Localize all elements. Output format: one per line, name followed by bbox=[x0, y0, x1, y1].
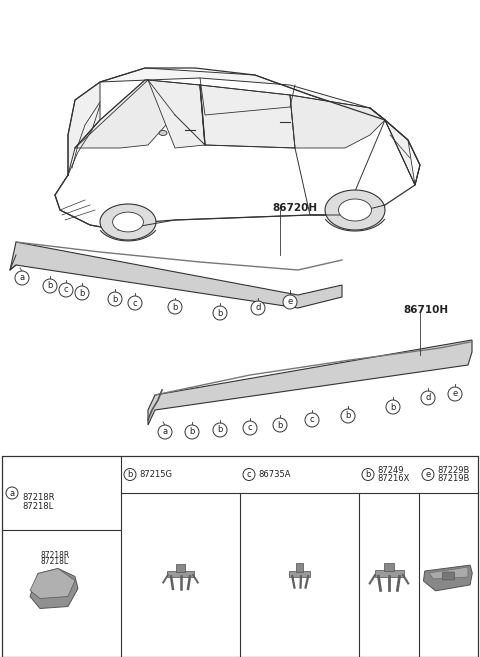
Text: 86720H: 86720H bbox=[272, 203, 317, 213]
Circle shape bbox=[59, 283, 73, 297]
Text: b: b bbox=[127, 470, 132, 479]
Polygon shape bbox=[429, 567, 468, 579]
Circle shape bbox=[386, 400, 400, 414]
Text: 87229B: 87229B bbox=[437, 466, 469, 475]
Circle shape bbox=[185, 425, 199, 439]
Circle shape bbox=[341, 409, 355, 423]
Text: a: a bbox=[10, 489, 14, 497]
Polygon shape bbox=[370, 108, 415, 185]
Circle shape bbox=[362, 468, 374, 480]
Text: b: b bbox=[390, 403, 396, 411]
FancyBboxPatch shape bbox=[168, 571, 193, 577]
Circle shape bbox=[421, 391, 435, 405]
Circle shape bbox=[6, 487, 18, 499]
Circle shape bbox=[213, 423, 227, 437]
Circle shape bbox=[305, 413, 319, 427]
Polygon shape bbox=[290, 95, 385, 148]
Text: e: e bbox=[425, 470, 431, 479]
Text: b: b bbox=[217, 426, 223, 434]
Text: 87215G: 87215G bbox=[139, 470, 172, 479]
Polygon shape bbox=[113, 212, 144, 232]
FancyBboxPatch shape bbox=[289, 571, 310, 577]
Circle shape bbox=[273, 418, 287, 432]
Ellipse shape bbox=[159, 131, 167, 135]
Text: e: e bbox=[288, 298, 293, 307]
Circle shape bbox=[448, 387, 462, 401]
Text: d: d bbox=[425, 394, 431, 403]
FancyBboxPatch shape bbox=[374, 570, 404, 577]
Circle shape bbox=[108, 292, 122, 306]
Polygon shape bbox=[423, 565, 472, 591]
Text: b: b bbox=[189, 428, 195, 436]
Text: e: e bbox=[452, 390, 457, 399]
Text: c: c bbox=[64, 286, 68, 294]
FancyBboxPatch shape bbox=[176, 564, 185, 572]
Circle shape bbox=[168, 300, 182, 314]
Text: c: c bbox=[132, 298, 137, 307]
Text: 87219B: 87219B bbox=[437, 474, 469, 483]
Text: 87218L: 87218L bbox=[22, 502, 53, 511]
Text: 87216X: 87216X bbox=[377, 474, 409, 483]
Polygon shape bbox=[148, 80, 205, 148]
Text: b: b bbox=[365, 470, 371, 479]
FancyBboxPatch shape bbox=[296, 563, 303, 572]
FancyBboxPatch shape bbox=[442, 572, 455, 580]
Polygon shape bbox=[200, 85, 295, 148]
Text: b: b bbox=[345, 411, 351, 420]
Text: b: b bbox=[79, 288, 84, 298]
Text: 87218R: 87218R bbox=[22, 493, 55, 502]
Polygon shape bbox=[100, 204, 156, 240]
Polygon shape bbox=[100, 68, 385, 120]
Text: b: b bbox=[112, 294, 118, 304]
Circle shape bbox=[251, 301, 265, 315]
Text: c: c bbox=[310, 415, 314, 424]
Circle shape bbox=[124, 468, 136, 480]
Circle shape bbox=[158, 425, 172, 439]
Circle shape bbox=[422, 468, 434, 480]
Polygon shape bbox=[75, 80, 175, 148]
Polygon shape bbox=[30, 568, 75, 599]
Text: c: c bbox=[248, 424, 252, 432]
Text: b: b bbox=[277, 420, 283, 430]
Circle shape bbox=[15, 271, 29, 285]
Text: b: b bbox=[48, 281, 53, 290]
Polygon shape bbox=[338, 199, 372, 221]
Circle shape bbox=[43, 279, 57, 293]
Text: 87249: 87249 bbox=[377, 466, 404, 475]
Polygon shape bbox=[10, 242, 342, 308]
Polygon shape bbox=[68, 82, 100, 175]
Circle shape bbox=[213, 306, 227, 320]
Text: b: b bbox=[217, 309, 223, 317]
Polygon shape bbox=[30, 568, 78, 608]
Text: a: a bbox=[162, 428, 168, 436]
Text: 86735A: 86735A bbox=[258, 470, 290, 479]
Circle shape bbox=[243, 468, 255, 480]
Text: b: b bbox=[172, 302, 178, 311]
Text: 87218R: 87218R bbox=[40, 551, 70, 560]
FancyBboxPatch shape bbox=[2, 456, 478, 657]
Circle shape bbox=[75, 286, 89, 300]
Text: 86710H: 86710H bbox=[403, 305, 448, 315]
Text: a: a bbox=[19, 273, 24, 283]
Polygon shape bbox=[148, 340, 472, 425]
Circle shape bbox=[243, 421, 257, 435]
Text: 87218L: 87218L bbox=[41, 558, 69, 566]
Circle shape bbox=[283, 295, 297, 309]
Circle shape bbox=[128, 296, 142, 310]
FancyBboxPatch shape bbox=[384, 563, 394, 572]
Polygon shape bbox=[325, 190, 385, 230]
Text: d: d bbox=[255, 304, 261, 313]
Text: c: c bbox=[247, 470, 252, 479]
